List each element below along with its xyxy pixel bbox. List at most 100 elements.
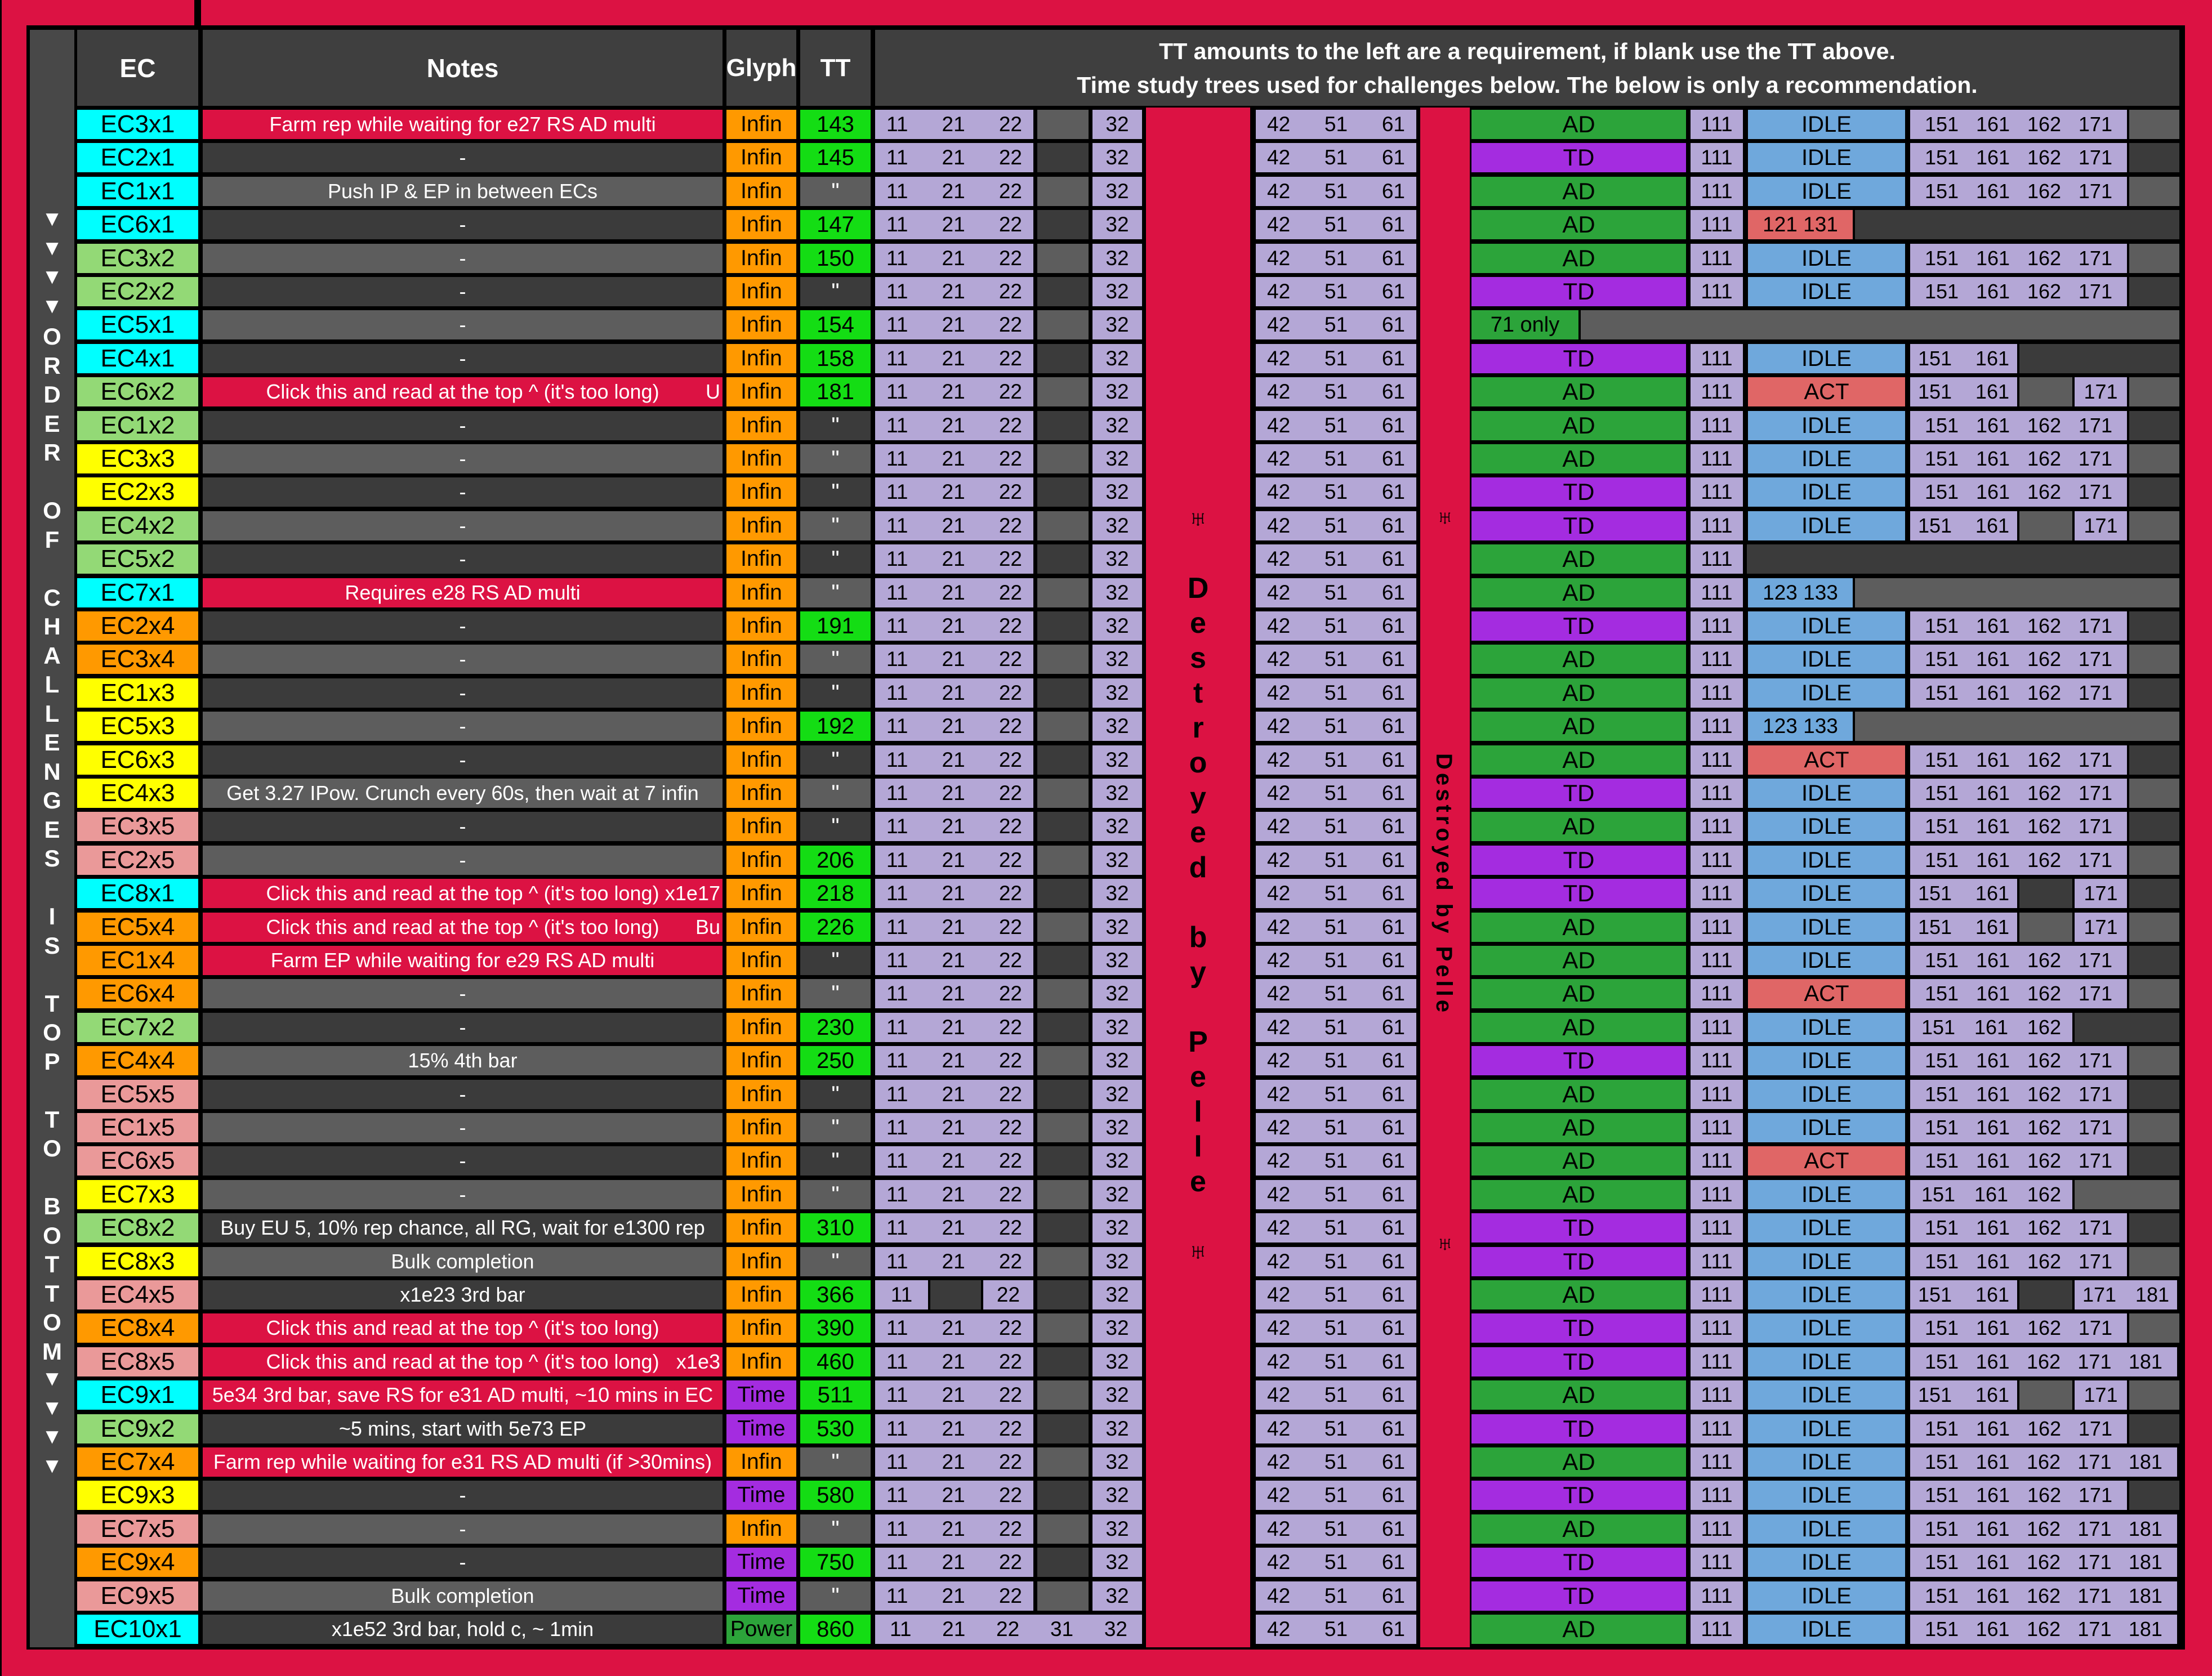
glyph-cell[interactable]: Infin [726,244,796,273]
study-cell-111[interactable]: 111 [1691,344,1743,373]
study-cell-32[interactable]: 32 [1092,1146,1142,1176]
study-cell-151-171[interactable]: 151 161 162 171 [1910,1080,2127,1109]
study-cell-32[interactable]: 32 [1092,779,1142,808]
study-cell-32[interactable]: 32 [1092,210,1142,239]
note-cell[interactable]: - [203,477,723,507]
dimension-cell-td[interactable]: TD [1471,1313,1686,1343]
glyph-cell[interactable]: Infin [726,1347,796,1376]
note-cell[interactable]: Requires e28 RS AD multi [203,578,723,607]
ec-label-ec4x5[interactable]: EC4x5 [77,1280,198,1309]
tt-cell[interactable]: 147 [800,210,871,239]
study-cell-32[interactable]: 32 [1092,477,1142,507]
study-cell-32[interactable]: 32 [1092,244,1142,273]
study-cell-42-51-61[interactable]: 42 51 61 [1256,1280,1416,1309]
study-cell-42-51-61[interactable]: 42 51 61 [1256,712,1416,741]
glyph-cell[interactable]: Infin [726,143,796,172]
study-cell-151-181[interactable]: 151 161 162 171 181 [1910,1347,2177,1376]
note-cell[interactable]: Farm rep while waiting for e27 RS AD mul… [203,110,723,139]
glyph-cell[interactable]: Infin [726,745,796,775]
ec-label-ec1x5[interactable]: EC1x5 [77,1113,198,1142]
study-cell-111[interactable]: 111 [1691,979,1743,1008]
glyph-cell[interactable]: Infin [726,812,796,841]
study-cell-111[interactable]: 111 [1691,244,1743,273]
glyph-cell[interactable]: Infin [726,578,796,607]
study-cell-32[interactable]: 32 [1092,110,1142,139]
study-cell-42-51-61[interactable]: 42 51 61 [1256,578,1416,607]
tt-cell[interactable]: 226 [800,913,871,942]
ec-label-ec2x3[interactable]: EC2x3 [77,477,198,507]
study-cell-42-51-61[interactable]: 42 51 61 [1256,244,1416,273]
glyph-cell[interactable]: Infin [726,1313,796,1343]
study-cell-111[interactable]: 111 [1691,846,1743,875]
study-cell-111[interactable]: 111 [1691,1481,1743,1510]
glyph-cell[interactable]: Time [726,1481,796,1510]
ec-label-ec5x5[interactable]: EC5x5 [77,1080,198,1109]
ec-label-ec1x3[interactable]: EC1x3 [77,678,198,708]
study-cell-11-21-22[interactable]: 11 21 22 [875,411,1033,440]
study-cell-42-51-61[interactable]: 42 51 61 [1256,477,1416,507]
note-cell[interactable]: - [203,1481,723,1510]
mode-cell-idle[interactable]: IDLE [1748,846,1905,875]
study-cell-151-181[interactable]: 151 161 162 171 181 [1910,1615,2177,1644]
note-cell[interactable]: - [203,1080,723,1109]
dimension-cell-ad[interactable]: AD [1471,1013,1686,1042]
study-cell-151-161[interactable]: 151 161 [1910,377,2017,406]
tt-cell[interactable]: " [800,779,871,808]
study-cell-32[interactable]: 32 [1092,143,1142,172]
glyph-cell[interactable]: Infin [726,645,796,674]
tt-cell[interactable]: " [800,1180,871,1209]
study-cell-42-51-61[interactable]: 42 51 61 [1256,1414,1416,1443]
study-cell-151-171[interactable]: 151 161 162 171 [1910,645,2127,674]
study-cell-111[interactable]: 111 [1691,1447,1743,1477]
study-cell-151-171[interactable]: 151 161 162 171 [1910,812,2127,841]
study-cell-32[interactable]: 32 [1092,511,1142,540]
study-cell-42-51-61[interactable]: 42 51 61 [1256,846,1416,875]
study-cell-111[interactable]: 111 [1691,143,1743,172]
study-cell-32[interactable]: 32 [1092,1481,1142,1510]
tt-cell[interactable]: " [800,1146,871,1176]
study-cell-111[interactable]: 111 [1691,1414,1743,1443]
study-cell-111[interactable]: 111 [1691,1113,1743,1142]
mode-cell-idle[interactable]: IDLE [1748,1615,1905,1644]
dimension-cell-ad[interactable]: AD [1471,979,1686,1008]
study-cell-151-171[interactable]: 151 161 162 171 [1910,1414,2127,1443]
mode-cell-idle[interactable]: IDLE [1748,1247,1905,1276]
dimension-cell-td[interactable]: TD [1471,879,1686,908]
study-cell-151-161[interactable]: 151 161 [1910,344,2017,373]
study-cell-11-21-22[interactable]: 11 21 22 [875,511,1033,540]
study-cell-32[interactable]: 32 [1092,846,1142,875]
mode-cell-idle[interactable]: IDLE [1748,1548,1905,1577]
dimension-cell-ad[interactable]: AD [1471,1514,1686,1544]
study-cell-42-51-61[interactable]: 42 51 61 [1256,210,1416,239]
note-cell[interactable]: Farm EP while waiting for e29 RS AD mult… [203,946,723,975]
note-cell[interactable]: - [203,277,723,306]
dimension-cell-td[interactable]: TD [1471,611,1686,641]
study-cell-11-21-22[interactable]: 11 21 22 [875,1213,1033,1243]
study-cell-111[interactable]: 111 [1691,1548,1743,1577]
ec-label-ec8x5[interactable]: EC8x5 [77,1347,198,1376]
study-cell-151-171[interactable]: 151 161 162 171 [1910,1046,2127,1075]
glyph-cell[interactable]: Infin [726,1514,796,1544]
study-cell-111[interactable]: 111 [1691,1146,1743,1176]
study-cell-151-181[interactable]: 151 161 162 171 181 [1910,1581,2177,1611]
mode-cell-act[interactable]: ACT [1748,377,1905,406]
study-cell-42-51-61[interactable]: 42 51 61 [1256,979,1416,1008]
ec-label-ec3x4[interactable]: EC3x4 [77,645,198,674]
study-cell-32[interactable]: 32 [1092,377,1142,406]
note-cell[interactable]: - [203,511,723,540]
study-cell-11-21-22[interactable]: 11 21 22 [875,544,1033,574]
glyph-cell[interactable]: Infin [726,477,796,507]
ec-label-ec6x2[interactable]: EC6x2 [77,377,198,406]
mode-cell-idle[interactable]: IDLE [1748,1514,1905,1544]
glyph-cell[interactable]: Infin [726,444,796,473]
study-cell-11-21-22[interactable]: 11 21 22 [875,946,1033,975]
study-cell-11-21-22[interactable]: 11 21 22 [875,110,1033,139]
tt-cell[interactable]: " [800,544,871,574]
note-cell[interactable]: Farm rep while waiting for e31 RS AD mul… [203,1447,723,1477]
glyph-cell[interactable]: Infin [726,779,796,808]
note-cell[interactable]: - [203,310,723,339]
study-cell-111[interactable]: 111 [1691,745,1743,775]
study-cell-42-51-61[interactable]: 42 51 61 [1256,1146,1416,1176]
dimension-cell-71-only[interactable]: 71 only [1471,310,1578,339]
ec-label-ec7x3[interactable]: EC7x3 [77,1180,198,1209]
